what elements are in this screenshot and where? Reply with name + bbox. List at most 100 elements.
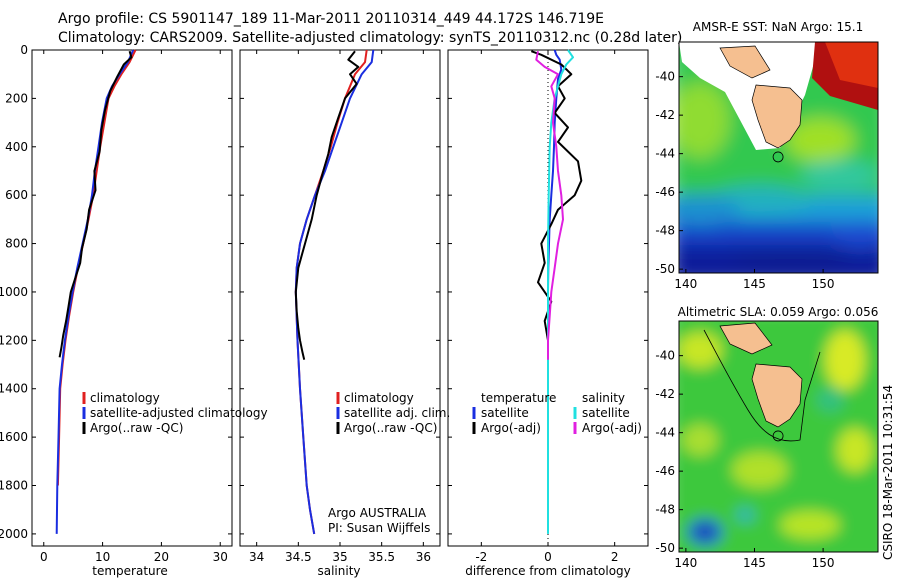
series-line-satellite-adjusted-climatology	[55, 49, 135, 534]
sst-tasmania	[751, 84, 803, 149]
header-line2: Climatology: CARS2009. Satellite-adjuste…	[58, 30, 682, 46]
temperature-series	[55, 49, 137, 534]
y-tick-label: 2000	[0, 527, 28, 541]
y-tick-label: 1000	[0, 285, 28, 299]
map-y-tick-label: -50	[655, 262, 675, 276]
sla-isobath	[703, 329, 821, 442]
legend-satellite-adj: satellite adj. clim.	[344, 406, 450, 420]
sst-mainland	[719, 45, 771, 79]
y-tick-label: 1800	[0, 479, 28, 493]
difference-panel: -2 0 2 difference from climatology tempera…	[447, 49, 649, 578]
sst-map-ticks: 140 145 150 -40 -42 -44 -46 -48 -50	[655, 70, 834, 291]
x-tick-label: 0	[40, 550, 48, 564]
x-tick-label: 10	[95, 550, 110, 564]
y-tick-label: 0	[20, 43, 28, 57]
series-line-argo-raw-qc	[294, 50, 360, 360]
map-y-tick-label: -42	[655, 387, 675, 401]
x-tick-label: -2	[475, 550, 487, 564]
temperature-axis-ticks: 0 10 20 30 0 200 400 600 800 1000 1200 1400 1600 1800…	[0, 43, 232, 564]
salinity-axis-ticks: 34 34.5 35 35.5 36	[240, 49, 440, 564]
legend-sal-satellite: satellite	[582, 406, 630, 420]
map-y-tick-label: -42	[655, 108, 675, 122]
legend-climatology: climatology	[90, 391, 160, 405]
credit-timestamp: CSIRO 18-Mar-2011 10:31:54	[881, 385, 895, 560]
legend-argo: Argo(..raw -QC)	[90, 421, 183, 435]
x-tick-label: 36	[416, 550, 431, 564]
y-tick-label: 600	[5, 188, 28, 202]
x-tick-label: 0	[544, 550, 552, 564]
series-line-salinity-argo-adj	[535, 51, 564, 360]
y-tick-label: 1200	[0, 333, 28, 347]
map-y-tick-label: -40	[655, 349, 675, 363]
series-line-satellite-adj-clim	[294, 49, 375, 535]
y-tick-label: 200	[5, 91, 28, 105]
sla-map-frame	[678, 320, 879, 553]
legend-sal-argo: Argo(-adj)	[582, 421, 642, 435]
header-line1: Argo profile: CS 5901147_189 11-Mar-2011…	[58, 11, 604, 27]
salinity-series	[294, 49, 375, 535]
legend-argo: Argo(..raw -QC)	[344, 421, 437, 435]
salinity-panel: 34 34.5 35 35.5 36 salinity climatology sate…	[239, 49, 450, 578]
x-tick-label: 2	[611, 550, 619, 564]
map-x-tick-label: 150	[812, 277, 835, 291]
map-y-tick-label: -44	[655, 426, 675, 440]
x-tick-label: 34	[249, 550, 264, 564]
sst-hot-area	[825, 42, 878, 88]
x-tick-label: 30	[213, 550, 228, 564]
x-tick-label: 35	[332, 550, 347, 564]
legend-temp-satellite: satellite	[481, 406, 529, 420]
sla-mainland	[719, 322, 773, 355]
y-tick-label: 800	[5, 237, 28, 251]
temperature-panel: 0 10 20 30 0 200 400 600 800 1000 1200 1400 1600 1800…	[0, 43, 268, 578]
annotation-pi: PI: Susan Wijffels	[328, 521, 430, 535]
difference-xlabel: difference from climatology	[465, 564, 631, 578]
sla-tasmania	[751, 363, 803, 428]
map-x-tick-label: 140	[674, 277, 697, 291]
map-x-tick-label: 150	[812, 556, 835, 570]
difference-series	[530, 49, 583, 534]
series-line-argo-raw-qc	[58, 50, 133, 358]
sla-map: Altimetric SLA: 0.059 Argo: 0.056 140 145	[655, 305, 879, 570]
series-line-temperature-argo-adj	[530, 50, 583, 360]
map-y-tick-label: -48	[655, 503, 675, 517]
map-y-tick-label: -46	[655, 464, 675, 478]
map-x-tick-label: 145	[743, 556, 766, 570]
sla-argo-marker	[772, 430, 784, 442]
temperature-plot-frame	[31, 49, 233, 547]
x-tick-label: 34.5	[285, 550, 312, 564]
legend-group-temperature: temperature	[481, 391, 556, 405]
sla-field	[679, 321, 878, 552]
legend-group-salinity: salinity	[582, 391, 625, 405]
y-tick-label: 1400	[0, 382, 28, 396]
legend-satellite-adjusted: satellite-adjusted climatology	[90, 406, 268, 420]
difference-axis-ticks: -2 0 2	[448, 49, 648, 564]
sst-map: AMSR-E SST: NaN Argo: 15.1	[655, 20, 879, 291]
sla-map-ticks: 140 145 150 -40 -42 -44 -46 -48 -50	[655, 349, 834, 570]
map-y-tick-label: -46	[655, 185, 675, 199]
sst-map-title: AMSR-E SST: NaN Argo: 15.1	[693, 20, 863, 34]
map-y-tick-label: -44	[655, 147, 675, 161]
map-y-tick-label: -50	[655, 541, 675, 555]
sla-map-title: Altimetric SLA: 0.059 Argo: 0.056	[678, 305, 879, 319]
annotation-argo-australia: Argo AUSTRALIA	[328, 506, 427, 520]
series-line-salinity-satellite	[547, 49, 574, 534]
temperature-legend: climatology satellite-adjusted climatolo…	[82, 391, 268, 435]
difference-legend: temperature satellite Argo(-adj) salinit…	[472, 391, 642, 435]
legend-temp-argo: Argo(-adj)	[481, 421, 541, 435]
sst-argo-marker	[772, 151, 784, 163]
salinity-legend: climatology satellite adj. clim. Argo(..…	[336, 391, 450, 435]
x-tick-label: 20	[154, 550, 169, 564]
map-x-tick-label: 140	[674, 556, 697, 570]
legend-climatology: climatology	[344, 391, 414, 405]
salinity-plot-frame	[239, 49, 441, 547]
y-tick-label: 400	[5, 140, 28, 154]
x-tick-label: 35.5	[368, 550, 395, 564]
salinity-xlabel: salinity	[317, 564, 360, 578]
sst-map-frame	[678, 41, 879, 274]
map-y-tick-label: -40	[655, 70, 675, 84]
map-y-tick-label: -48	[655, 224, 675, 238]
map-x-tick-label: 145	[743, 277, 766, 291]
series-line-climatology	[294, 49, 368, 535]
y-tick-label: 1600	[0, 430, 28, 444]
